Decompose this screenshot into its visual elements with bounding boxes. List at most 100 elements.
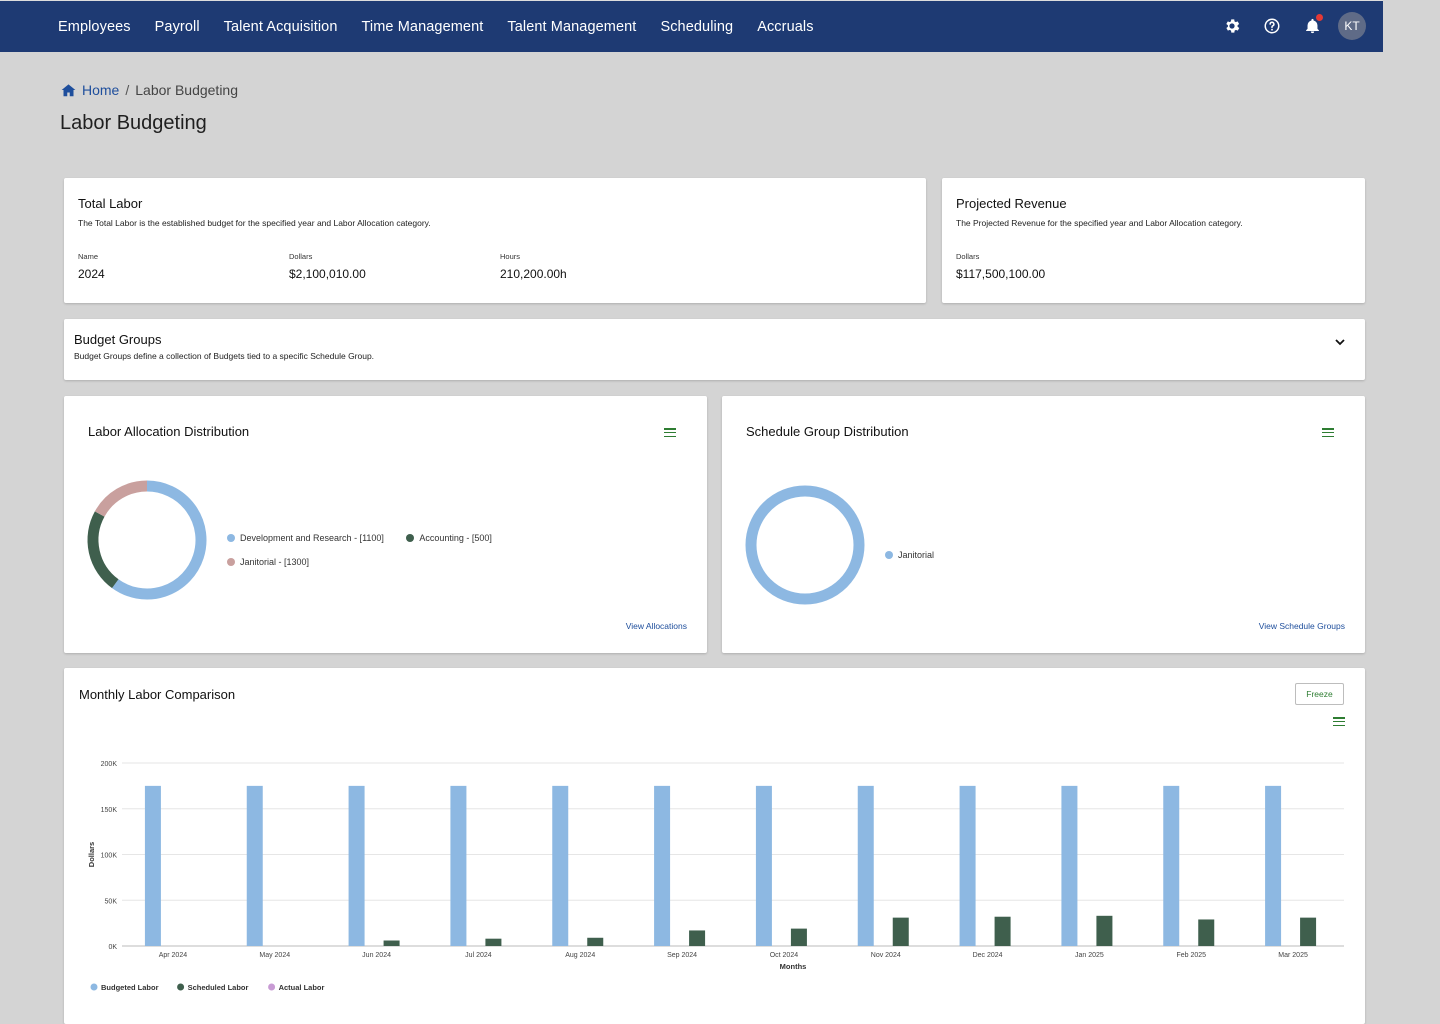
bar-scheduled[interactable]: [485, 938, 502, 946]
hours-label: Hours: [500, 252, 521, 261]
bar-budgeted[interactable]: [857, 785, 874, 946]
legend-item[interactable]: Development and Research - [1100]: [227, 533, 384, 543]
view-schedule-groups-link[interactable]: View Schedule Groups: [1258, 621, 1345, 631]
bar-scheduled[interactable]: [587, 937, 604, 946]
legend-dot: [268, 983, 276, 991]
name-value: 2024: [78, 267, 105, 281]
home-icon[interactable]: [61, 83, 76, 97]
bar-budgeted[interactable]: [450, 785, 467, 946]
x-axis-label: Months: [780, 962, 807, 971]
projected-revenue-card: Projected Revenue The Projected Revenue …: [942, 178, 1365, 303]
bar-budgeted[interactable]: [654, 785, 671, 946]
y-tick-label: 150K: [101, 807, 118, 814]
legend-dot: [227, 558, 235, 566]
legend-item[interactable]: Janitorial: [885, 550, 934, 560]
bar-scheduled[interactable]: [1096, 915, 1113, 946]
bar-scheduled[interactable]: [1300, 917, 1317, 946]
help-icon[interactable]: [1258, 12, 1286, 40]
dollars-value: $2,100,010.00: [289, 267, 366, 281]
donut-slice[interactable]: [94, 480, 148, 517]
name-label: Name: [78, 252, 99, 261]
nav-item-talent-management[interactable]: Talent Management: [507, 19, 637, 35]
x-tick-label: Jun 2024: [362, 952, 391, 959]
bar-scheduled[interactable]: [892, 917, 909, 946]
bar-budgeted[interactable]: [959, 785, 976, 946]
nav-item-time-management[interactable]: Time Management: [361, 19, 484, 35]
bar-budgeted[interactable]: [552, 785, 569, 946]
x-tick-label: Mar 2025: [1278, 952, 1308, 959]
x-tick-label: Nov 2024: [871, 952, 901, 959]
chart-menu-icon[interactable]: [664, 428, 676, 438]
breadcrumb-home[interactable]: Home: [82, 82, 120, 98]
donut-slice[interactable]: [87, 511, 119, 589]
total-labor-title: Total Labor: [78, 196, 143, 211]
bar-budgeted[interactable]: [1061, 785, 1078, 946]
legend-label: Janitorial: [898, 550, 935, 560]
chevron-down-icon[interactable]: [1335, 339, 1345, 346]
monthly-labor-card: Monthly Labor Comparison Freeze 0K 50K 100…: [64, 668, 1365, 1024]
y-tick-label: 50K: [105, 898, 118, 905]
bar-scheduled[interactable]: [790, 928, 807, 946]
nav-links: Employees Payroll Talent Acquisition Tim…: [58, 1, 838, 53]
nav-item-payroll[interactable]: Payroll: [154, 19, 200, 35]
nav-item-employees[interactable]: Employees: [58, 19, 131, 35]
x-tick-label: Apr 2024: [159, 952, 188, 959]
nav-item-accruals[interactable]: Accruals: [757, 19, 814, 35]
gear-icon[interactable]: [1218, 12, 1246, 40]
chart-menu-icon[interactable]: [1322, 428, 1334, 438]
x-tick-label: Feb 2025: [1176, 952, 1206, 959]
legend-item[interactable]: Janitorial - [1300]: [227, 557, 309, 567]
bar-scheduled[interactable]: [1198, 919, 1215, 946]
donut-slice[interactable]: [112, 480, 207, 600]
x-tick-label: Aug 2024: [565, 952, 595, 959]
breadcrumb-current: Labor Budgeting: [135, 82, 239, 98]
schedule-group-title: Schedule Group Distribution: [746, 424, 909, 439]
legend-dot: [177, 983, 185, 991]
dollars-label: Dollars: [289, 252, 313, 261]
breadcrumb: Home / Labor Budgeting: [61, 82, 238, 98]
legend-label[interactable]: Actual Labor: [279, 983, 325, 992]
legend-label[interactable]: Budgeted Labor: [101, 983, 159, 992]
nav-item-talent-acquisition[interactable]: Talent Acquisition: [223, 19, 338, 35]
view-allocations-link[interactable]: View Allocations: [625, 621, 687, 631]
y-axis-label: Dollars: [87, 842, 96, 867]
budget-groups-description: Budget Groups define a collection of Bud…: [74, 351, 375, 361]
labor-allocation-donut: [87, 480, 207, 600]
x-tick-label: Sep 2024: [667, 952, 697, 959]
bell-icon[interactable]: [1298, 12, 1326, 40]
legend-dot: [90, 983, 98, 991]
bar-budgeted[interactable]: [144, 785, 161, 946]
bar-budgeted[interactable]: [348, 785, 365, 946]
bar-budgeted[interactable]: [246, 785, 263, 946]
freeze-button[interactable]: Freeze: [1295, 683, 1344, 705]
total-labor-card: Total Labor The Total Labor is the estab…: [64, 178, 926, 303]
labor-allocation-card: Labor Allocation Distribution Developmen…: [64, 396, 707, 653]
x-tick-label: Oct 2024: [770, 952, 799, 959]
nav-item-scheduling[interactable]: Scheduling: [660, 19, 734, 35]
budget-groups-card[interactable]: Budget Groups Budget Groups define a col…: [64, 319, 1365, 380]
monthly-labor-title: Monthly Labor Comparison: [79, 687, 236, 702]
legend-dot: [406, 534, 415, 542]
x-tick-label: May 2024: [259, 952, 290, 959]
budget-groups-title: Budget Groups: [74, 332, 162, 347]
bar-budgeted[interactable]: [755, 785, 772, 946]
schedule-group-card: Schedule Group Distribution Janitorial V…: [722, 396, 1365, 653]
notification-dot: [1316, 14, 1323, 21]
legend-label: Janitorial - [1300]: [240, 557, 310, 567]
bar-budgeted[interactable]: [1265, 785, 1282, 946]
legend-item[interactable]: Accounting - [500]: [406, 533, 492, 543]
chart-menu-icon[interactable]: [1333, 717, 1345, 727]
page-title: Labor Budgeting: [60, 112, 207, 134]
legend-dot: [885, 551, 893, 559]
avatar[interactable]: KT: [1338, 12, 1366, 40]
bar-scheduled[interactable]: [383, 940, 400, 946]
bar-scheduled[interactable]: [689, 930, 706, 946]
labor-allocation-title: Labor Allocation Distribution: [88, 424, 250, 439]
monthly-labor-chart: 0K 50K 100K 150K 200K Apr 2024 May 2024 Jun 202…: [87, 761, 1344, 992]
donut-slice[interactable]: [745, 485, 865, 605]
legend-label[interactable]: Scheduled Labor: [188, 983, 249, 992]
bar-budgeted[interactable]: [1163, 785, 1180, 946]
bar-scheduled[interactable]: [994, 916, 1011, 946]
nav-icons: KT: [1206, 12, 1366, 40]
hours-value: 210,200.00h: [500, 267, 567, 281]
